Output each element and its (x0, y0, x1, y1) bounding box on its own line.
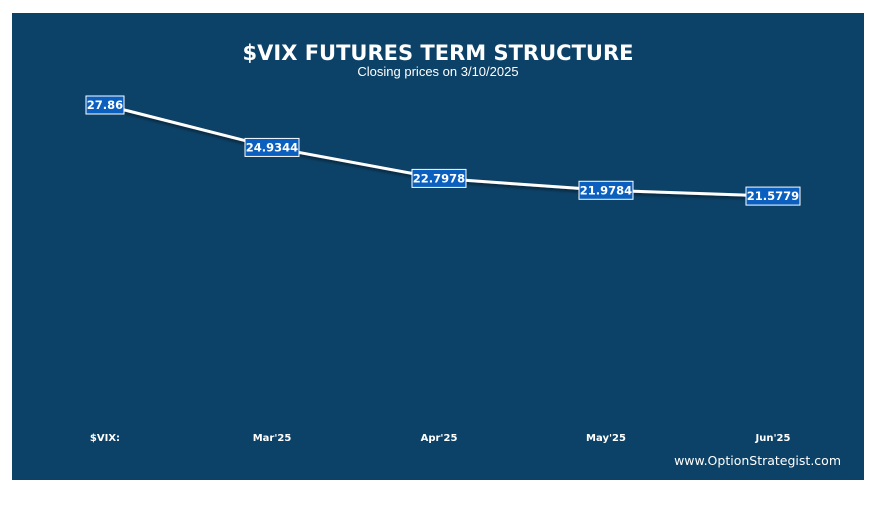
data-label: 27.86 (85, 95, 125, 115)
category-axis: $VIX: Mar'25 Apr'25 May'25 Jun'25 (90, 433, 791, 444)
category-label: $VIX: (90, 433, 120, 444)
category-label: Apr'25 (421, 433, 458, 444)
data-label: 22.7978 (411, 168, 467, 188)
data-label-text: 27.86 (87, 98, 123, 112)
website-credit: www.OptionStrategist.com (674, 453, 841, 468)
chart-panel: $VIX FUTURES TERM STRUCTURE Closing pric… (12, 13, 864, 480)
drop-lines (104, 105, 774, 413)
data-label-box (745, 186, 801, 206)
data-label: 21.9784 (578, 180, 634, 200)
data-label: 24.9344 (244, 137, 300, 157)
data-label-text: 21.5779 (747, 189, 799, 203)
data-label: 21.5779 (745, 186, 801, 206)
category-label: Jun'25 (755, 433, 791, 444)
category-label: Mar'25 (253, 433, 292, 444)
data-label-box (85, 95, 125, 115)
chart-subtitle: Closing prices on 3/10/2025 (357, 64, 518, 79)
term-structure-chart: $VIX FUTURES TERM STRUCTURE Closing pric… (85, 41, 841, 468)
category-label: May'25 (586, 433, 626, 444)
data-label-text: 22.7978 (413, 171, 465, 185)
chart-title: $VIX FUTURES TERM STRUCTURE (243, 41, 634, 65)
data-label-box (411, 168, 467, 188)
data-label-box (578, 180, 634, 200)
data-label-box (244, 137, 300, 157)
data-label-text: 24.9344 (246, 140, 298, 154)
data-labels: 27.86 24.9344 22.7978 21.9784 21.5779 (85, 95, 801, 206)
data-label-text: 21.9784 (580, 183, 632, 197)
